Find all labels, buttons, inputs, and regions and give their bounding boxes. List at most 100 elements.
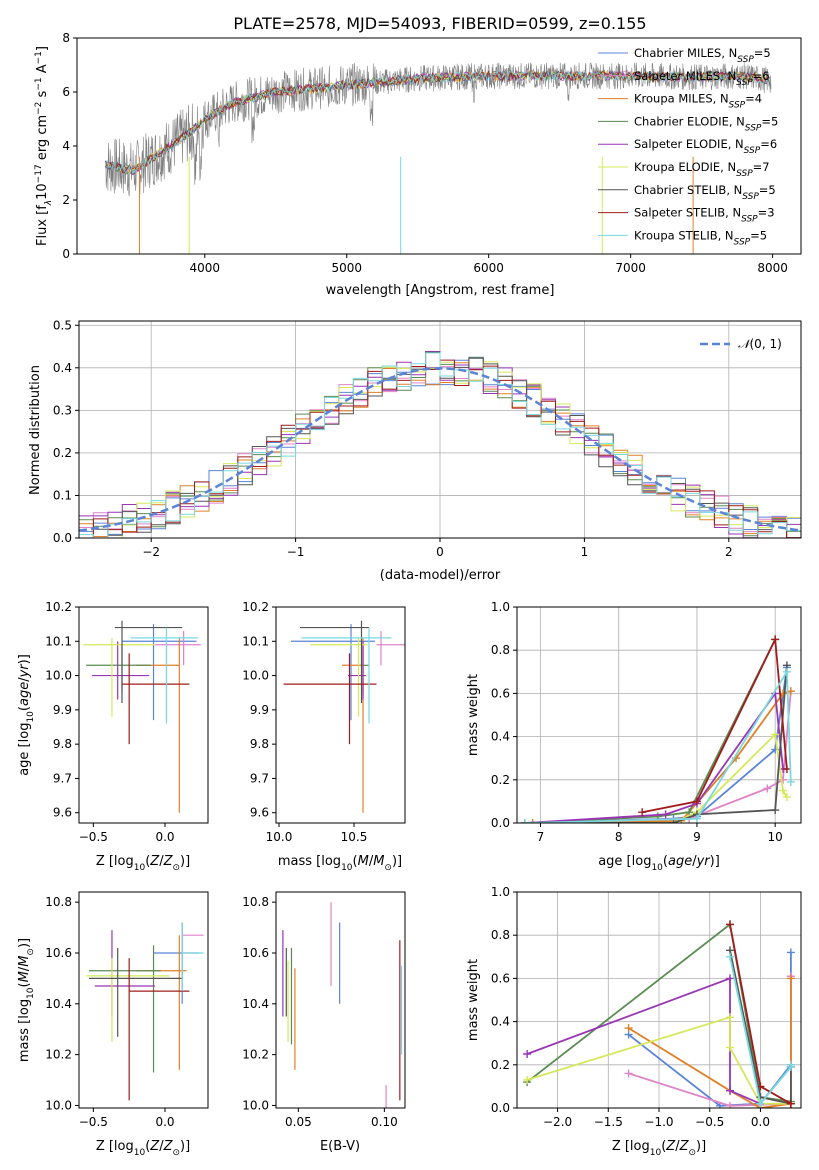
mw-vs-Z-marker <box>786 948 795 957</box>
mw-vs-age-frame <box>516 606 802 824</box>
mw-vs-Z-xtick-label: −2.0 <box>543 1115 572 1129</box>
residual-histogram-series <box>79 362 801 538</box>
legend-label: Chabrier ELODIE, NSSP=5 <box>634 114 778 133</box>
gaussian-reference-curve <box>79 367 801 532</box>
mass-vs-Z-ytick-label: 10.0 <box>45 1098 72 1112</box>
age-vs-Z-ytick-label: 9.7 <box>53 771 72 785</box>
residuals-xtick-label: −1 <box>287 545 305 559</box>
mw-vs-Z-marker <box>726 1013 734 1022</box>
legend-label: Salpeter MILES, NSSP=6 <box>634 69 770 88</box>
age-vs-mass-ytick-label: 10.2 <box>242 600 269 614</box>
residuals-ytick-label: 0.1 <box>53 488 72 502</box>
mw-vs-age-marker <box>782 793 791 802</box>
legend-label: Chabrier MILES, NSSP=5 <box>634 46 771 65</box>
age-vs-mass-xtick-label: 10.5 <box>341 830 368 844</box>
mw-vs-Z-marker <box>523 1075 532 1084</box>
age-vs-mass-frame <box>275 606 406 824</box>
spectrum-lines <box>105 62 772 254</box>
mw-vs-age-marker <box>520 819 529 823</box>
spectrum-xtick-label: 5000 <box>331 261 362 275</box>
legend-label: Kroupa ELODIE, NSSP=7 <box>634 160 770 179</box>
mw-vs-Z-marker <box>756 1082 765 1091</box>
age-vs-mass-errorbars <box>283 620 405 813</box>
age-vs-Z-ytick-label: 10.2 <box>45 600 72 614</box>
mw-vs-Z-marker <box>726 1101 734 1108</box>
mass-vs-ebv-xlabel: E(B-V) <box>320 1139 360 1154</box>
mw-vs-Z-marker <box>624 1069 633 1078</box>
mw-vs-Z-marker <box>786 1099 795 1108</box>
mass-vs-Z-xtick-label: −0.5 <box>79 1115 108 1129</box>
mw-vs-Z-ytick-label: 0.2 <box>491 1058 510 1072</box>
mw-vs-age-xtick-label: 8 <box>615 830 623 844</box>
age-vs-Z-xlabel: Z [log10(Z/Z⊙)] <box>96 854 190 873</box>
mass-vs-ebv-xtick-label: 0.05 <box>285 1115 312 1129</box>
spectrum-ytick-label: 8 <box>62 31 70 45</box>
spectrum-xtick-label: 4000 <box>189 261 220 275</box>
mw-vs-Z-marker <box>624 1024 633 1033</box>
mw-vs-Z-xtick-label: −1.5 <box>594 1115 623 1129</box>
mw-vs-age-marker <box>528 819 537 823</box>
mass-vs-Z-ytick-label: 10.2 <box>45 1048 72 1062</box>
residuals-legend-label: 𝒩(0, 1) <box>738 337 782 351</box>
mw-vs-age-series-line <box>524 668 792 823</box>
residuals-xtick-label: 0 <box>436 545 444 559</box>
spectrum-xtick-label: 6000 <box>473 261 504 275</box>
legend-label: Chabrier STELIB, NSSP=5 <box>634 183 776 202</box>
mw-vs-Z-xtick-label: −1.0 <box>644 1115 673 1129</box>
mw-vs-Z-marker <box>523 1050 532 1058</box>
mw-vs-age-marker <box>771 730 780 739</box>
age-vs-mass-xlabel: mass [log10(M/M⊙)] <box>278 854 402 873</box>
mw-vs-Z-ytick-label: 0.8 <box>491 928 510 942</box>
residuals-ylabel: Normed distribution <box>28 365 43 495</box>
residuals-ytick-label: 0.4 <box>53 361 72 375</box>
residuals-xtick-label: 2 <box>725 545 733 559</box>
age-vs-Z-xtick-label: 0.0 <box>155 830 174 844</box>
residual-histogram-series <box>79 351 801 538</box>
mw-vs-Z-marker <box>786 974 795 983</box>
residuals-ytick-label: 0.5 <box>53 318 72 332</box>
residual-histograms <box>79 351 801 538</box>
mw-vs-Z-marker <box>726 920 734 929</box>
mw-vs-age-xtick-label: 10 <box>768 830 783 844</box>
mw-vs-Z-xtick-label: −0.5 <box>695 1115 724 1129</box>
figure-title: PLATE=2578, MJD=54093, FIBERID=0599, z=0… <box>233 14 646 33</box>
mw-vs-Z-series-line <box>526 922 792 1103</box>
mw-vs-Z-xlabel: Z [log10(Z/Z⊙)] <box>612 1139 706 1158</box>
mw-vs-Z-marker <box>756 1099 765 1108</box>
spectrum-ytick-label: 4 <box>62 139 70 153</box>
mw-vs-age-marker <box>786 777 795 786</box>
age-vs-mass-ytick-label: 9.6 <box>250 806 269 820</box>
residuals-xlabel: (data-model)/error <box>380 568 501 583</box>
mw-vs-Z-marker <box>726 952 734 961</box>
residuals-xtick-label: 1 <box>581 545 589 559</box>
mw-vs-age-marker <box>779 775 788 784</box>
mw-vs-Z-series-line <box>729 950 792 1105</box>
residuals-ytick-label: 0.3 <box>53 403 72 417</box>
mass-vs-ebv-ytick-label: 10.6 <box>242 946 269 960</box>
residuals-xtick-label: −2 <box>142 545 160 559</box>
mw-vs-Z-marker <box>726 1086 734 1095</box>
mw-vs-Z-ytick-label: 0.6 <box>491 971 510 985</box>
spectrum-model-line <box>105 70 771 175</box>
age-vs-Z-errorbars <box>83 620 201 813</box>
spectrum-ytick-label: 2 <box>62 193 70 207</box>
age-vs-mass-ytick-label: 9.7 <box>250 771 269 785</box>
age-vs-mass-ytick-label: 9.9 <box>250 703 269 717</box>
mw-vs-Z-ylabel: mass weight <box>466 959 481 1041</box>
mw-vs-Z-ytick-label: 0.4 <box>491 1015 510 1029</box>
age-vs-Z-xtick-label: −0.5 <box>79 830 108 844</box>
mw-vs-Z-ytick-label: 0.0 <box>491 1101 510 1115</box>
mass-vs-Z-xlabel: Z [log10(Z/Z⊙)] <box>96 1139 190 1158</box>
mass-vs-ebv-ytick-label: 10.2 <box>242 1048 269 1062</box>
mass-vs-ebv-ytick-label: 10.4 <box>242 997 269 1011</box>
spectrum-xtick-label: 7000 <box>615 261 646 275</box>
mass-vs-Z-ylabel: mass [log10(M/M⊙)] <box>17 938 36 1062</box>
mass-vs-Z-ytick-label: 10.8 <box>45 895 72 909</box>
mw-vs-age-ytick-label: 0.6 <box>491 686 510 700</box>
mw-vs-Z-xtick-label: 0.0 <box>751 1115 770 1129</box>
mw-vs-age-ytick-label: 0.2 <box>491 773 510 787</box>
mass-vs-ebv-frame <box>275 891 406 1109</box>
mw-vs-Z-marker <box>726 974 734 983</box>
mass-vs-Z-ytick-label: 10.4 <box>45 997 72 1011</box>
mw-vs-age-series-line <box>642 636 788 814</box>
